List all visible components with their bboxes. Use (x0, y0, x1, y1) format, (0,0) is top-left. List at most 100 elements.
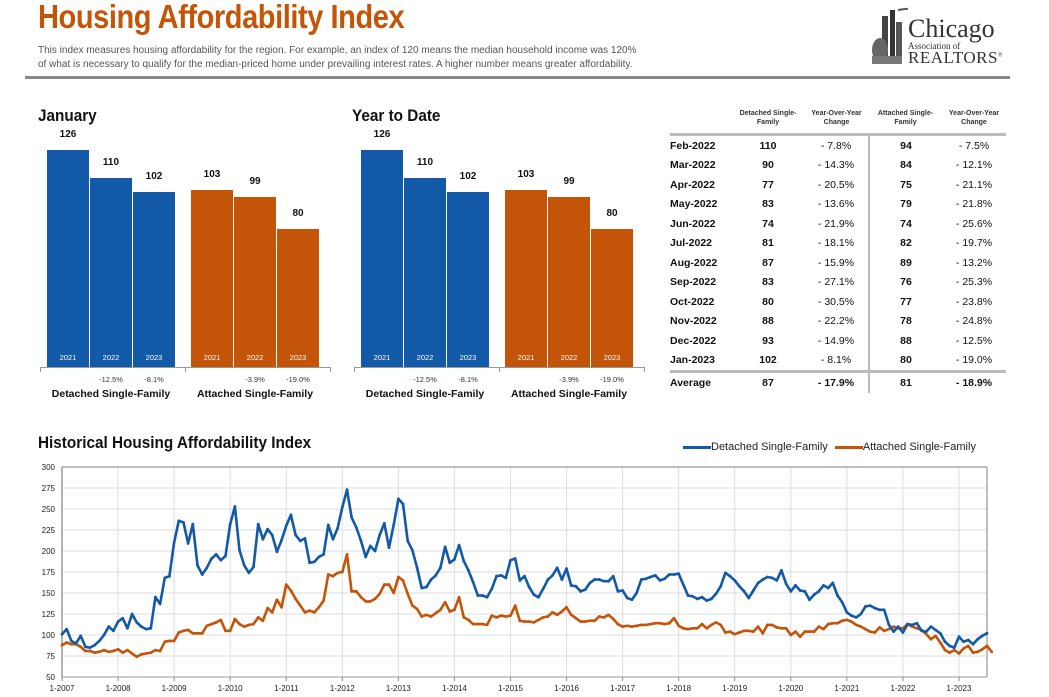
data-point (607, 613, 610, 617)
data-point (621, 625, 625, 628)
data-point (859, 612, 863, 616)
data-point (326, 523, 330, 527)
data-point (121, 616, 125, 620)
legend-detached-swatch (683, 445, 711, 449)
data-point (980, 647, 984, 651)
data-point (200, 631, 204, 635)
data-point (700, 622, 704, 626)
data-point (172, 639, 176, 643)
data-point (485, 595, 489, 599)
detached-series-line (61, 488, 988, 649)
data-point (373, 597, 377, 601)
attached-value: 74 (900, 217, 912, 230)
x-tick-label: 1-2021 (834, 684, 859, 693)
data-point (219, 618, 223, 622)
data-point (705, 626, 709, 630)
attached-change: - 21.1% (955, 178, 993, 191)
data-point (616, 622, 620, 626)
data-point (775, 579, 779, 582)
data-point (434, 611, 438, 615)
data-point (364, 600, 368, 603)
data-point (443, 600, 447, 604)
data-point (410, 604, 414, 607)
data-point (541, 615, 545, 619)
data-point (289, 589, 293, 592)
data-point (275, 550, 279, 554)
monthly-index-table: Detached Single-Family Year-Over-Year Ch… (670, 109, 1006, 393)
data-point (186, 628, 190, 632)
y-tick-label: 275 (42, 484, 56, 493)
data-point (481, 622, 484, 626)
bar-value-label: 103 (203, 168, 221, 180)
january-chart-title: January (38, 106, 97, 125)
data-point (649, 622, 653, 626)
legend-attached-swatch (834, 445, 863, 449)
data-point (555, 613, 559, 617)
data-point (597, 615, 601, 618)
page-title: Housing Affordability Index (38, 0, 405, 35)
detached-value: 88 (762, 315, 774, 328)
detached-change: - 27.1% (804, 272, 870, 292)
data-point (761, 631, 765, 635)
data-point (177, 519, 181, 523)
data-point (102, 648, 106, 652)
data-point (709, 597, 713, 601)
data-point (625, 624, 629, 628)
data-point (709, 623, 713, 627)
axis-tick (40, 367, 41, 372)
data-point (677, 624, 681, 628)
data-point (887, 627, 891, 631)
detached-value: 110 (759, 139, 777, 152)
data-point (887, 623, 891, 627)
data-point (420, 586, 424, 590)
attached-change: - 7.5% (958, 139, 990, 152)
table-row: Dec-2022 93 - 14.9% 88 - 12.5% (670, 331, 1006, 351)
data-point (74, 642, 78, 645)
data-point (985, 644, 989, 648)
data-point (336, 571, 340, 575)
data-point (728, 630, 732, 634)
data-point (966, 638, 970, 642)
data-point (214, 621, 218, 624)
data-point (523, 620, 526, 623)
detached-change: - 20.5% (804, 175, 870, 195)
row-label: Apr-2022 (670, 178, 715, 191)
data-point (630, 625, 634, 628)
data-point (424, 613, 428, 617)
data-point (69, 642, 73, 646)
data-point (481, 594, 484, 597)
row-label: Mar-2022 (670, 159, 716, 172)
data-point (340, 505, 344, 509)
data-point (172, 541, 176, 544)
data-point (836, 621, 839, 625)
detached-value: 87 (732, 370, 804, 393)
data-point (392, 523, 396, 527)
data-point (840, 619, 844, 623)
data-point (97, 650, 101, 654)
x-tick-label: 1-2010 (218, 684, 243, 693)
data-point (574, 584, 578, 588)
data-point (317, 605, 321, 609)
data-point (270, 610, 274, 614)
data-point (780, 568, 783, 572)
data-point (681, 583, 685, 586)
data-point (761, 578, 765, 581)
data-point (789, 589, 793, 593)
x-tick-label: 1-2008 (106, 684, 131, 693)
data-point (177, 631, 181, 634)
data-point (242, 625, 246, 628)
data-point (691, 626, 695, 630)
data-point (822, 627, 825, 631)
data-point (233, 505, 237, 508)
data-point (719, 623, 723, 627)
bar-value-label: 126 (59, 129, 77, 141)
data-point (560, 578, 564, 581)
data-point (168, 574, 171, 578)
data-point (579, 589, 582, 593)
data-point (224, 554, 227, 558)
data-point (130, 612, 134, 616)
axis-tick (354, 367, 355, 372)
data-point (532, 593, 536, 597)
y-tick-label: 100 (42, 631, 56, 640)
data-point (551, 610, 554, 614)
